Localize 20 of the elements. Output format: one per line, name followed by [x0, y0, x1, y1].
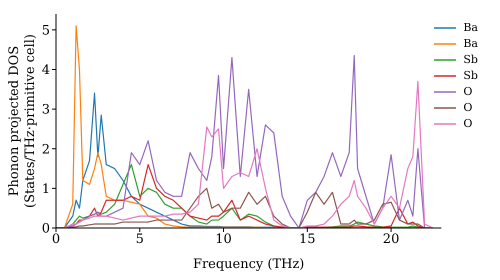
- x-tick-label: 10: [215, 232, 232, 248]
- y-tick-label: 3: [42, 102, 50, 118]
- y-tick-label: 5: [42, 23, 50, 38]
- legend-label: Sb: [463, 69, 478, 83]
- legend-label: Ba: [463, 21, 478, 35]
- legend-label: O: [463, 101, 472, 115]
- y-tick-label: 2: [42, 142, 50, 158]
- legend-label: Sb: [463, 53, 478, 67]
- x-tick-label: 15: [299, 232, 316, 248]
- legend-label: O: [463, 85, 472, 99]
- y-tick-label: 1: [42, 182, 50, 197]
- y-axis-title: Phonon projected DOS (States/THz·primitive cell): [7, 34, 38, 208]
- y-tick-label: 4: [42, 63, 50, 78]
- x-tick-label: 0: [52, 232, 60, 248]
- x-tick-label: 20: [382, 232, 400, 248]
- y-tick-label: 0: [42, 222, 50, 237]
- x-axis-title: Frequency (THz): [192, 257, 304, 272]
- legend-label: Ba: [463, 37, 478, 51]
- x-tick-label: 5: [136, 232, 144, 248]
- legend-label: O: [463, 117, 472, 131]
